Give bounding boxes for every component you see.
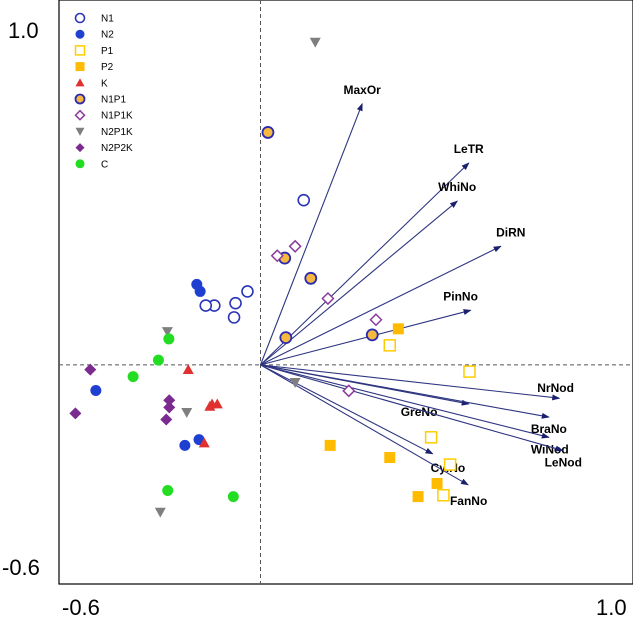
point-n2p1k-1 [161, 327, 173, 338]
point-p2-0 [392, 323, 404, 335]
point-n1p1-4 [279, 331, 293, 344]
legend-label-n2: N2 [101, 30, 114, 41]
point-n1-1 [241, 285, 254, 298]
legend: N1 N2 P1 P2 K N1P1 N1P1K N2P1K N2P2K C [74, 12, 133, 170]
point-n2p1k-2 [181, 407, 193, 418]
legend-marker-k [75, 78, 85, 87]
legend-label-k: K [101, 78, 108, 89]
vector-whino [260, 200, 458, 366]
vector-label-winod: WiNod [531, 442, 569, 456]
point-n1-0 [297, 193, 311, 207]
vector-lenod [260, 364, 564, 452]
legend-label-n2p1k: N2P1K [101, 127, 133, 138]
point-n1-3 [229, 296, 242, 310]
point-n1p1-0 [261, 126, 275, 139]
vector-label-brano: BraNo [531, 422, 567, 436]
point-p2-2 [384, 452, 396, 464]
y-tick-top: 1.0 [8, 18, 39, 43]
point-k-3 [204, 400, 216, 411]
vector-label-whino: WhiNo [438, 180, 476, 194]
vector-label-maxor: MaxOr [344, 83, 382, 97]
point-n1p1k-1 [270, 249, 284, 263]
legend-marker-n2p1k [75, 127, 85, 136]
point-p1-1 [463, 365, 476, 378]
point-p1-3 [443, 458, 457, 471]
point-n1-4 [199, 299, 213, 312]
vector-label-fanno: FanNo [450, 494, 487, 508]
legend-marker-c [75, 159, 85, 169]
vector-brano [260, 364, 550, 419]
vector-cylno [260, 364, 434, 455]
legend-marker-n1p1k [74, 109, 86, 121]
point-k-0 [182, 364, 194, 374]
point-n1-5 [227, 311, 241, 324]
plot-frame [58, 0, 633, 585]
vector-dirn [260, 245, 502, 366]
vector-label-greno: GreNo [401, 405, 438, 419]
legend-marker-n1 [74, 12, 86, 24]
x-tick-right: 1.0 [596, 595, 627, 620]
vector-label-pinno: PinNo [443, 289, 478, 303]
legend-marker-n1p1 [74, 93, 86, 105]
point-n2-1 [194, 285, 206, 297]
legend-label-n1p1k: N1P1K [101, 111, 133, 122]
point-n1p1-3 [365, 328, 379, 342]
point-n2p2k-3 [163, 401, 176, 414]
point-n1p1k-2 [321, 291, 335, 306]
vector-label-letr: LeTR [454, 142, 484, 156]
point-n2-2 [90, 384, 102, 396]
point-c-0 [163, 333, 175, 345]
point-n1p1k-3 [369, 313, 383, 327]
legend-label-n1p1: N1P1 [101, 95, 126, 106]
legend-marker-p2 [75, 62, 85, 72]
point-n2p1k-4 [289, 377, 301, 388]
legend-label-n2p2k: N2P2K [101, 143, 133, 154]
vector-winod [260, 364, 550, 439]
point-n2p1k-0 [309, 37, 321, 48]
point-c-3 [162, 485, 174, 497]
legend-label-p1: P1 [101, 46, 114, 57]
vector-label-lenod: LeNod [545, 455, 582, 469]
legend-marker-n2 [75, 29, 85, 39]
point-k-4 [198, 437, 210, 448]
legend-label-p2: P2 [101, 62, 114, 73]
vector-label-nrnod: NrNod [537, 381, 574, 395]
point-p2-1 [324, 439, 336, 451]
legend-label-n1: N1 [101, 14, 114, 25]
point-p2-4 [412, 491, 424, 503]
y-tick-bottom: -0.6 [2, 555, 40, 580]
vector-letr [260, 162, 470, 366]
point-n2p2k-1 [69, 407, 82, 420]
point-p1-2 [424, 431, 438, 444]
point-c-2 [127, 371, 139, 383]
vector-label-dirn: DiRN [496, 225, 525, 239]
point-n1p1k-4 [342, 384, 356, 398]
point-p1-0 [383, 339, 397, 352]
legend-marker-p1 [74, 45, 86, 56]
point-n1p1-1 [304, 271, 318, 285]
vector-nrnod [260, 364, 561, 401]
legend-marker-n2p2k [75, 143, 85, 153]
point-c-1 [152, 354, 164, 366]
point-n1p1k-0 [288, 239, 302, 253]
point-n2-4 [179, 439, 191, 451]
point-p1-4 [437, 488, 450, 502]
sample-points [69, 37, 476, 518]
legend-label-c: C [101, 159, 108, 170]
loading-vectors: MaxOr LeTR WhiNo DiRN PinNo NrNod GreNo BraNo Wi… [259, 83, 582, 508]
point-p2-3 [431, 477, 443, 489]
vector-maxor [259, 102, 363, 366]
point-n2p1k-3 [154, 507, 166, 518]
point-c-4 [227, 491, 239, 503]
vector-pinno [260, 309, 472, 366]
x-tick-left: -0.6 [62, 595, 100, 620]
point-n2p2k-4 [160, 413, 173, 426]
point-n2p2k-0 [84, 363, 97, 376]
point-n2p2k-2 [163, 394, 176, 407]
